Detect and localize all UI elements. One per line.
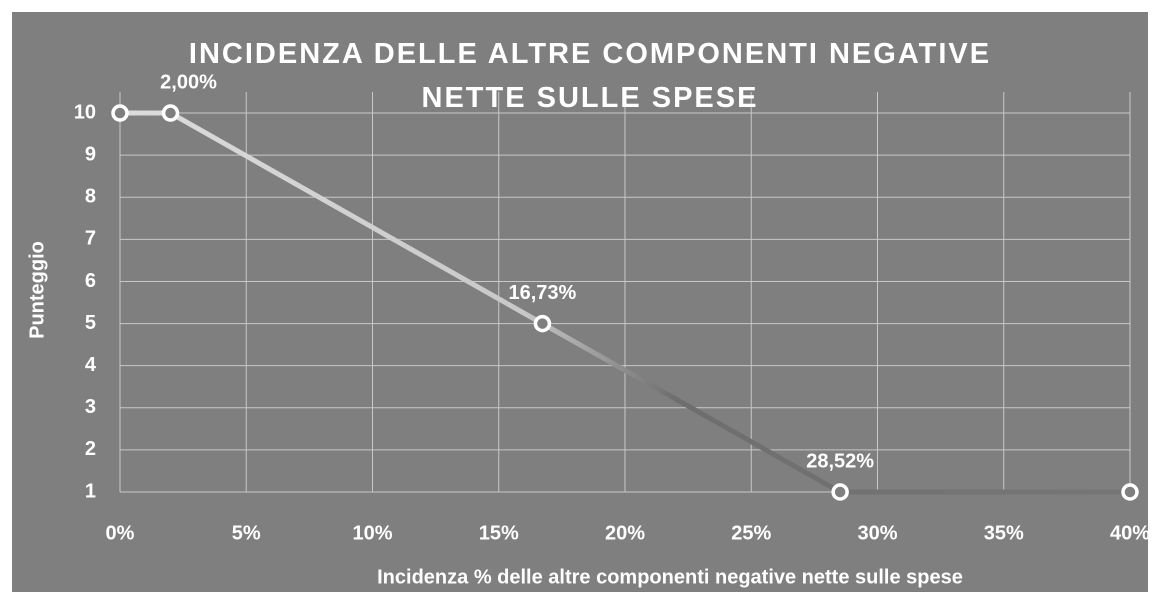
marker (533, 314, 552, 333)
data-label: 16,73% (509, 282, 577, 304)
marker (111, 104, 129, 122)
x-tick-label: 5% (232, 522, 261, 544)
x-tick-label: 10% (352, 522, 392, 544)
data-label: 2,00% (160, 71, 217, 93)
x-tick-label: 35% (984, 522, 1024, 544)
x-tick-label: 40% (1110, 522, 1150, 544)
x-tick-label: 0% (106, 522, 135, 544)
x-tick-label: 25% (731, 522, 771, 544)
y-tick-label: 6 (85, 270, 96, 292)
y-tick-label: 9 (85, 143, 96, 165)
x-tick-label: 15% (479, 522, 519, 544)
x-tick-label: 20% (605, 522, 645, 544)
marker (161, 104, 180, 122)
y-tick-label: 5 (85, 312, 96, 334)
chart-title: INCIDENZA DELLE ALTRE COMPONENTI NEGATIV… (188, 38, 992, 114)
y-tick-label: 3 (85, 396, 96, 418)
y-tick-label: 1 (85, 480, 96, 502)
y-tick-label: 2 (85, 438, 96, 460)
data-label: 28,52% (806, 450, 874, 472)
y-tick-label: 7 (85, 228, 96, 250)
x-axis-title: Incidenza % delle altre componenti negat… (377, 566, 963, 588)
background (12, 12, 1148, 592)
y-tick-label: 8 (85, 186, 96, 208)
y-tick-label: 4 (85, 354, 97, 376)
marker (831, 483, 849, 501)
x-tick-label: 30% (857, 522, 897, 544)
y-tick-label: 10 (74, 101, 96, 123)
y-axis-title: Punteggio (26, 241, 48, 339)
marker (1121, 483, 1139, 501)
